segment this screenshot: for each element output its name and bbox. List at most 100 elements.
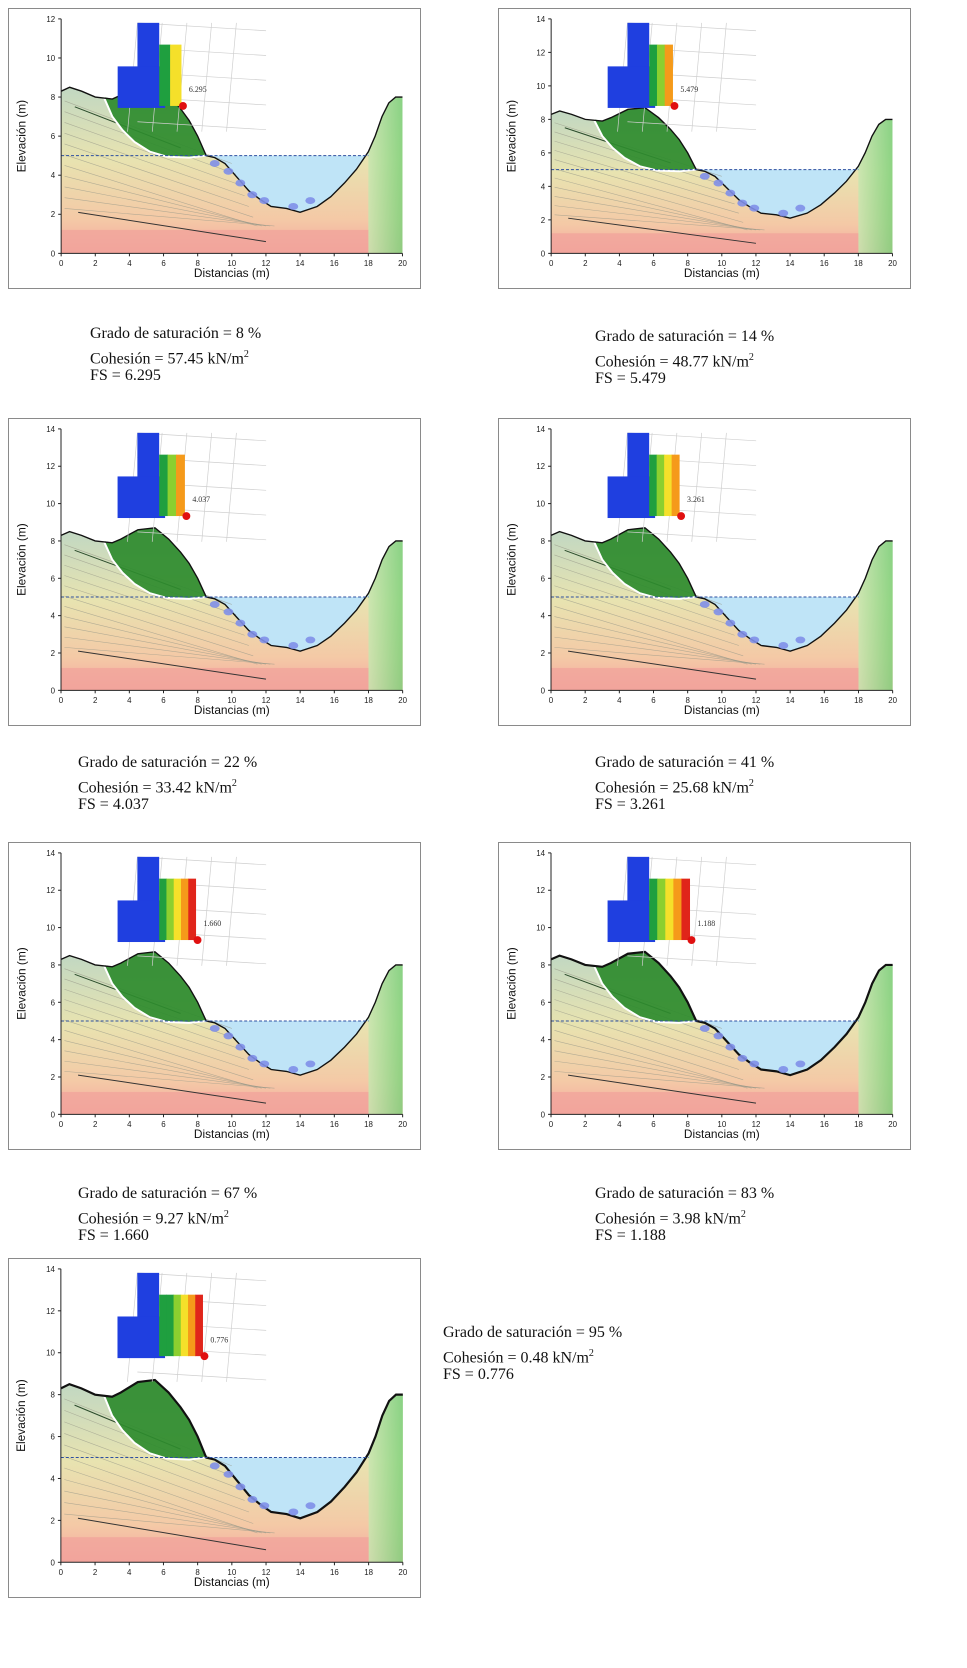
stratum-line — [64, 616, 262, 665]
saturated-zone-blob — [305, 1502, 316, 1510]
y-tick-label: 2 — [51, 210, 55, 219]
inset-grid-line — [627, 121, 757, 131]
x-tick-label: 0 — [59, 1568, 64, 1577]
y-tick-label: 8 — [51, 93, 56, 102]
inset-blue-zone — [117, 900, 166, 943]
y-tick-label: 6 — [51, 1433, 56, 1442]
inset-blue-zone — [607, 66, 656, 108]
base-layer — [61, 667, 369, 691]
saturated-zone-blob — [713, 608, 724, 616]
y-tick-label: 8 — [541, 961, 546, 970]
saturated-zone-blob — [699, 600, 710, 608]
slope-panel-6: 1.188 0 2 4 6 8 10 12 14 16 18 20 0 2 4 6 8 10 12 14 Distanc… — [498, 842, 911, 1150]
inset-blue-zone — [627, 22, 650, 75]
y-axis-label: Elevación (m) — [14, 1379, 28, 1452]
layer-boundary — [568, 217, 757, 244]
saturation-text: Grado de saturación = 67 % — [78, 1185, 258, 1202]
unit-superscript: 2 — [748, 778, 754, 789]
x-tick-label: 10 — [717, 1120, 726, 1129]
x-tick-label: 18 — [854, 696, 863, 705]
axes: 0 2 4 6 8 10 12 14 16 18 20 0 2 4 6 8 10 12 14 Distancias (… — [14, 849, 407, 1141]
x-tick-label: 4 — [617, 696, 622, 705]
unit-superscript: 2 — [588, 1348, 594, 1359]
stratum-line — [64, 626, 267, 665]
critical-point-marker — [200, 1352, 209, 1361]
x-axis-label: Distancias (m) — [194, 1575, 270, 1589]
stratum-line — [64, 1479, 262, 1534]
saturated-zone-blob — [713, 1032, 724, 1040]
saturated-zone-blob — [288, 642, 299, 649]
inset-fs-label: 1.660 — [203, 919, 221, 928]
unit-superscript: 2 — [748, 352, 754, 363]
y-tick-label: 2 — [51, 1073, 55, 1082]
x-tick-label: 0 — [59, 696, 64, 705]
y-tick-label: 14 — [536, 15, 545, 24]
axes: 0 2 4 6 8 10 12 14 16 18 20 0 2 4 6 8 10 12 14 Distancias (… — [504, 849, 897, 1141]
inset-grid-line — [691, 432, 702, 542]
stratum-line — [64, 999, 245, 1060]
critical-point-marker — [193, 936, 202, 945]
y-axis-label: Elevación (m) — [14, 523, 28, 596]
x-tick-label: 14 — [786, 696, 795, 705]
saturated-zone-blob — [749, 1060, 760, 1068]
inset-fs-label: 4.037 — [192, 495, 210, 504]
y-tick-label: 8 — [51, 961, 56, 970]
right-bank-block — [368, 97, 403, 254]
inset-grid-line — [137, 531, 267, 541]
saturated-zone-blob — [259, 1502, 270, 1510]
sliding-mass — [103, 951, 207, 1023]
water-body — [696, 593, 859, 652]
slope-chart: 3.261 0 2 4 6 8 10 12 14 16 18 20 0 2 4 6 8 10 12 14 Distanc… — [504, 425, 897, 717]
stratum-line — [64, 564, 241, 626]
stratum-line — [64, 132, 245, 197]
x-tick-label: 6 — [651, 696, 656, 705]
y-tick-label: 8 — [51, 537, 56, 546]
cohesion-text: Cohesión = 57.45 kN/m — [90, 350, 244, 368]
caption-3: Grado de saturación = 22 % Cohesión = 33… — [78, 752, 257, 815]
caption-4: Grado de saturación = 41 % Cohesión = 25… — [595, 752, 774, 815]
x-tick-label: 8 — [195, 1568, 200, 1577]
inset-grid-line — [716, 856, 727, 966]
inset-contour-plot: 1.188 — [607, 856, 757, 966]
y-tick-label: 4 — [541, 182, 546, 191]
saturated-zone-blob — [288, 203, 299, 210]
saturated-zone-blob — [737, 199, 748, 207]
y-tick-label: 6 — [51, 132, 56, 141]
inset-contour-plot: 5.479 — [607, 22, 757, 132]
right-bank-block — [368, 964, 403, 1115]
x-axis-label: Distancias (m) — [194, 266, 270, 280]
ground-surface — [550, 527, 893, 652]
stratum-line — [554, 1009, 739, 1070]
saturated-zone-blob — [259, 197, 270, 205]
x-tick-label: 10 — [227, 696, 236, 705]
x-tick-label: 14 — [296, 696, 305, 705]
y-tick-label: 12 — [46, 15, 55, 24]
stratum-line — [554, 1050, 757, 1089]
saturated-zone-blob — [247, 191, 258, 199]
cohesion-text: Cohesión = 33.42 kN/m — [78, 779, 232, 797]
x-tick-label: 4 — [617, 1120, 622, 1129]
layer-boundary — [78, 1074, 267, 1104]
y-tick-label: 8 — [541, 537, 546, 546]
x-tick-label: 18 — [364, 1120, 373, 1129]
sliding-mass — [593, 527, 697, 599]
y-tick-label: 4 — [541, 1036, 546, 1045]
x-tick-label: 16 — [330, 259, 339, 268]
stratum-line — [554, 1030, 748, 1089]
saturation-text: Grado de saturación = 95 % — [443, 1324, 623, 1341]
saturated-zone-blob — [725, 189, 736, 197]
cohesion-text: Cohesión = 3.98 kN/m — [595, 1210, 741, 1228]
y-tick-label: 4 — [51, 1474, 56, 1483]
saturated-zone-blob — [305, 1060, 316, 1068]
saturation-text: Grado de saturación = 41 % — [595, 754, 775, 771]
base-layer — [61, 229, 369, 254]
stratum-line — [554, 616, 752, 665]
inset-contour-band — [188, 878, 197, 941]
saturated-zone-blob — [223, 167, 234, 175]
ground-surface — [60, 951, 403, 1076]
x-tick-label: 14 — [296, 259, 305, 268]
unit-superscript: 2 — [740, 1209, 746, 1220]
inset-contour-band — [180, 878, 189, 941]
inset-grid-line — [691, 22, 702, 132]
saturated-zone-blob — [305, 636, 316, 644]
